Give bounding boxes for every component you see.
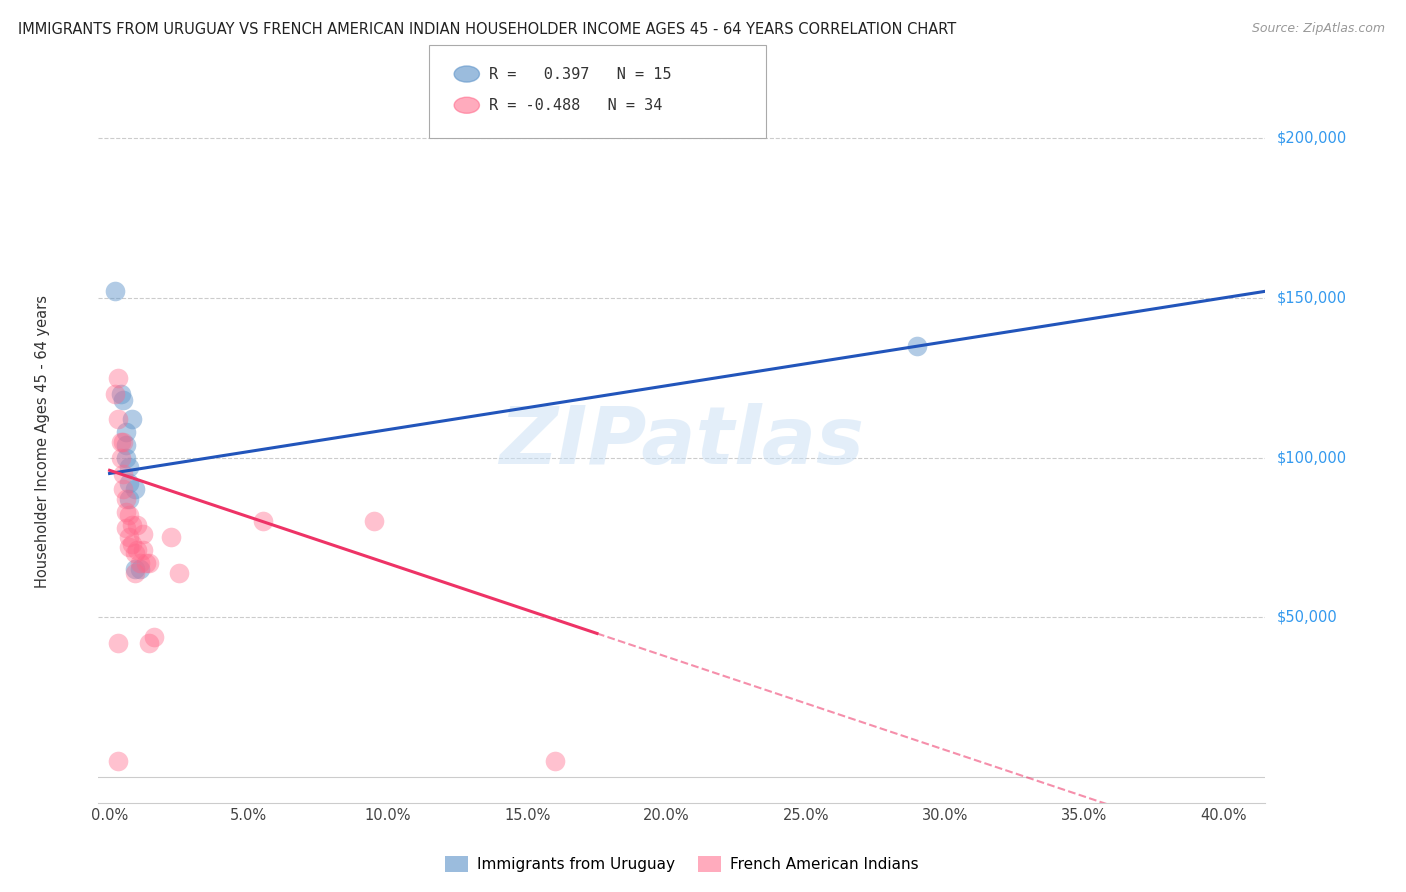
Point [112, 467, 135, 481]
Text: ZIPatlas: ZIPatlas [499, 402, 865, 481]
Point [143, 630, 166, 644]
Point [124, 562, 146, 576]
Point [127, 517, 149, 532]
Point [118, 460, 141, 475]
Point [107, 370, 129, 384]
Point [115, 438, 138, 452]
Point [138, 556, 160, 570]
Text: $150,000: $150,000 [1277, 290, 1347, 305]
Point [252, 515, 274, 529]
Point [107, 754, 129, 768]
Point [115, 492, 138, 507]
Point [129, 556, 152, 570]
Point [112, 434, 135, 449]
Point [124, 546, 146, 560]
Point [121, 412, 143, 426]
Point [112, 392, 135, 407]
Point [127, 543, 149, 558]
Point [115, 521, 138, 535]
Text: R = -0.488   N = 34: R = -0.488 N = 34 [489, 98, 662, 112]
Point [132, 527, 155, 541]
Point [104, 386, 127, 401]
Point [112, 483, 135, 497]
Point [544, 754, 567, 768]
Point [118, 508, 141, 522]
Point [121, 537, 143, 551]
Point [118, 492, 141, 507]
Text: IMMIGRANTS FROM URUGUAY VS FRENCH AMERICAN INDIAN HOUSEHOLDER INCOME AGES 45 - 6: IMMIGRANTS FROM URUGUAY VS FRENCH AMERIC… [18, 22, 956, 37]
Point [363, 515, 385, 529]
Point [124, 566, 146, 580]
Text: Source: ZipAtlas.com: Source: ZipAtlas.com [1251, 22, 1385, 36]
Point [129, 562, 152, 576]
Point [115, 505, 138, 519]
Point [115, 450, 138, 465]
Point [104, 285, 127, 299]
Point [167, 566, 190, 580]
Text: Householder Income Ages 45 - 64 years: Householder Income Ages 45 - 64 years [35, 295, 49, 588]
Point [110, 386, 132, 401]
Point [135, 556, 157, 570]
Point [160, 531, 183, 545]
Point [132, 543, 155, 558]
Point [905, 338, 928, 352]
Point [138, 636, 160, 650]
Legend: Immigrants from Uruguay, French American Indians: Immigrants from Uruguay, French American… [439, 850, 925, 879]
Point [115, 425, 138, 439]
Point [118, 540, 141, 554]
Point [124, 483, 146, 497]
Text: $200,000: $200,000 [1277, 130, 1347, 145]
Point [107, 636, 129, 650]
Text: $50,000: $50,000 [1277, 610, 1337, 625]
Point [107, 412, 129, 426]
Point [118, 531, 141, 545]
Point [110, 450, 132, 465]
Point [118, 476, 141, 491]
Point [110, 434, 132, 449]
Text: R =   0.397   N = 15: R = 0.397 N = 15 [489, 67, 672, 81]
Text: $100,000: $100,000 [1277, 450, 1347, 465]
Point [121, 517, 143, 532]
